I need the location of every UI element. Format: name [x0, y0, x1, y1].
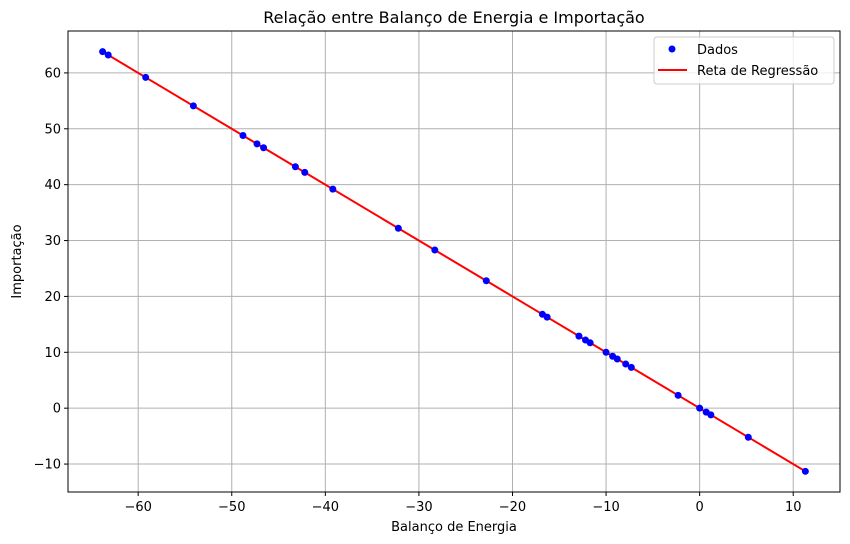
data-point	[543, 313, 551, 321]
x-tick-label: −10	[592, 500, 619, 515]
y-axis-ticks: −10 0 10 20 30 40 50 60	[34, 66, 68, 473]
data-point	[696, 404, 704, 412]
x-tick-label: −40	[312, 500, 339, 515]
legend: Dados Reta de Regressão	[653, 36, 835, 85]
data-point	[707, 411, 715, 419]
y-axis-label: Importação	[10, 224, 25, 298]
data-point	[674, 391, 682, 399]
x-tick-label: −60	[124, 500, 151, 515]
data-point	[431, 246, 439, 254]
y-tick-label: 10	[44, 346, 61, 361]
x-axis-ticks: −60 −50 −40 −30 −20 −10 0 10	[124, 492, 801, 515]
legend-label-regressao: Reta de Regressão	[697, 64, 818, 79]
data-points-layer	[99, 48, 809, 475]
data-point	[99, 48, 107, 56]
regression-line-layer	[102, 50, 806, 473]
data-point	[253, 140, 261, 148]
data-point	[586, 339, 594, 347]
legend-box	[653, 36, 835, 85]
chart-title: Relação entre Balanço de Energia e Impor…	[263, 8, 644, 27]
legend-label-dados: Dados	[697, 43, 738, 58]
x-axis-label: Balanço de Energia	[391, 520, 517, 535]
data-point	[622, 360, 630, 368]
x-tick-label: 10	[785, 500, 802, 515]
data-point	[575, 332, 583, 340]
x-tick-label: −50	[218, 500, 245, 515]
y-tick-label: 30	[44, 234, 61, 249]
data-point	[613, 355, 621, 363]
plot-frame	[67, 30, 841, 493]
x-tick-label: −30	[405, 500, 432, 515]
data-point	[291, 163, 299, 171]
data-point	[602, 348, 610, 356]
data-point	[142, 73, 150, 81]
regression-line	[102, 50, 806, 473]
y-tick-label: 0	[53, 402, 61, 417]
y-tick-label: 40	[44, 178, 61, 193]
y-tick-label: 60	[44, 66, 61, 81]
y-tick-label: 50	[44, 122, 61, 137]
data-point	[329, 185, 337, 193]
data-point	[260, 144, 268, 152]
data-point	[104, 51, 112, 59]
grid	[68, 31, 840, 492]
x-tick-label: 0	[695, 500, 703, 515]
data-point	[301, 168, 309, 176]
y-tick-label: −10	[34, 458, 61, 473]
data-point	[394, 224, 402, 232]
data-point	[239, 131, 247, 139]
data-point	[801, 467, 809, 475]
x-tick-label: −20	[499, 500, 526, 515]
data-point	[627, 363, 635, 371]
data-point	[189, 102, 197, 110]
y-tick-label: 20	[44, 290, 61, 305]
data-point	[744, 433, 752, 441]
data-point	[482, 277, 490, 285]
legend-marker-dados	[668, 45, 676, 53]
